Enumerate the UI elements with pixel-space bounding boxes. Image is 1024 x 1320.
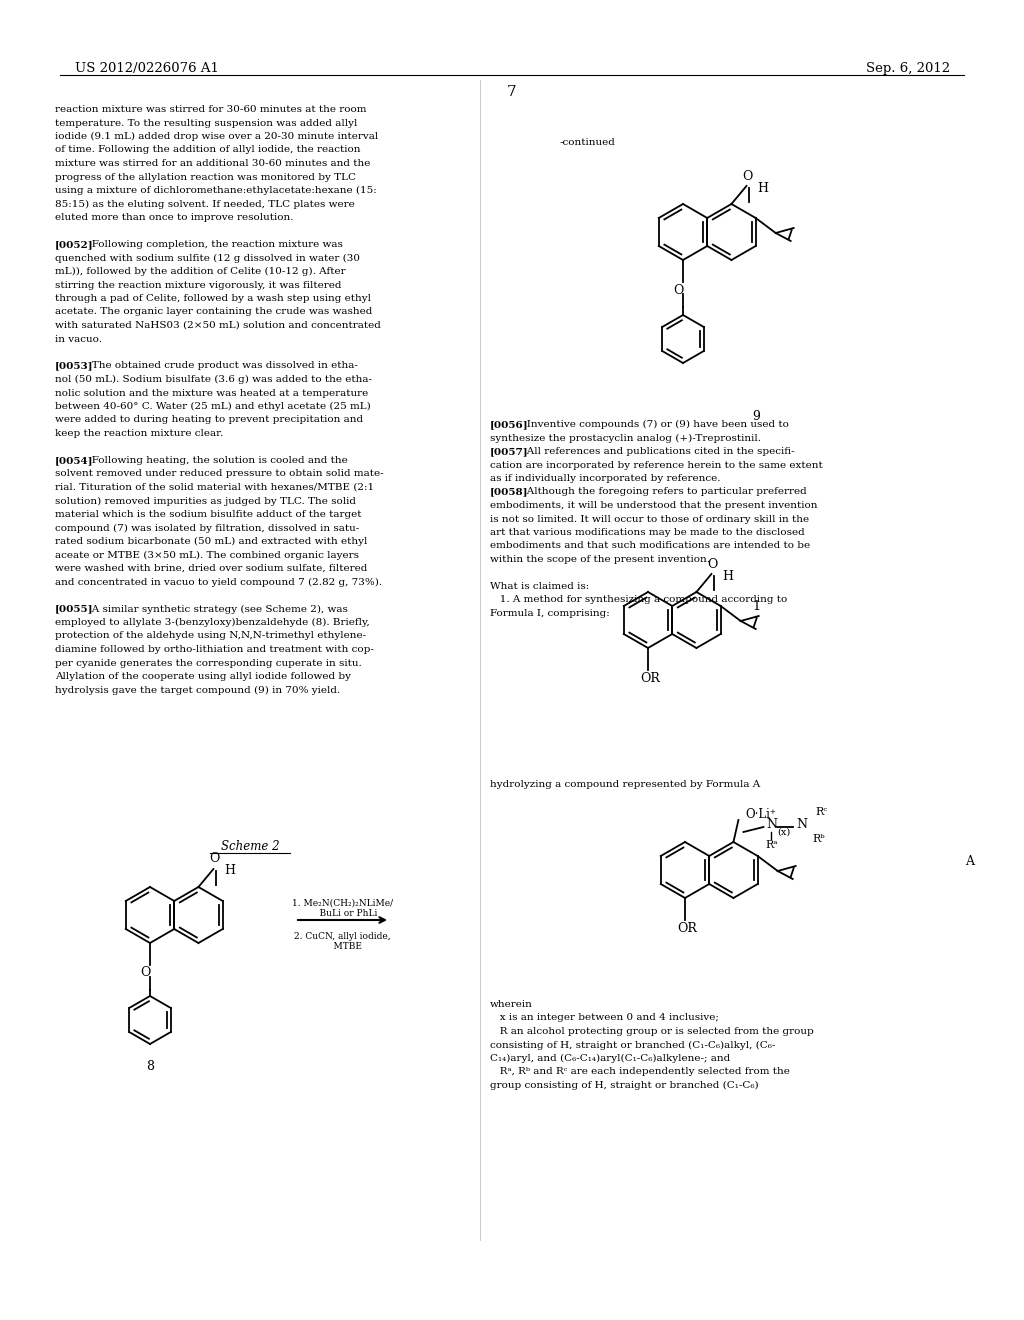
Text: Following completion, the reaction mixture was: Following completion, the reaction mixtu… (82, 240, 343, 249)
Text: were added to during heating to prevent precipitation and: were added to during heating to prevent … (55, 416, 364, 425)
Text: temperature. To the resulting suspension was added allyl: temperature. To the resulting suspension… (55, 119, 357, 128)
Text: Rᵇ: Rᵇ (812, 834, 824, 843)
Text: aceate or MTBE (3×50 mL). The combined organic layers: aceate or MTBE (3×50 mL). The combined o… (55, 550, 359, 560)
Text: as if individually incorporated by reference.: as if individually incorporated by refer… (490, 474, 721, 483)
Text: of time. Following the addition of allyl iodide, the reaction: of time. Following the addition of allyl… (55, 145, 360, 154)
Text: [0053]: [0053] (55, 362, 93, 371)
Text: employed to allylate 3-(benzyloxy)benzaldehyde (8). Briefly,: employed to allylate 3-(benzyloxy)benzal… (55, 618, 370, 627)
Text: 8: 8 (146, 1060, 154, 1073)
Text: wherein: wherein (490, 1001, 532, 1008)
Text: hydrolysis gave the target compound (9) in 70% yield.: hydrolysis gave the target compound (9) … (55, 685, 340, 694)
Text: OR: OR (677, 921, 697, 935)
Text: quenched with sodium sulfite (12 g dissolved in water (30: quenched with sodium sulfite (12 g disso… (55, 253, 360, 263)
Text: All references and publications cited in the speciﬁ-: All references and publications cited in… (517, 447, 795, 455)
Text: within the scope of the present invention.: within the scope of the present inventio… (490, 554, 710, 564)
Text: in vacuo.: in vacuo. (55, 334, 102, 343)
Text: is not so limited. It will occur to those of ordinary skill in the: is not so limited. It will occur to thos… (490, 515, 809, 524)
Text: H: H (722, 569, 733, 582)
Text: H: H (757, 181, 768, 194)
Text: C₁₄)aryl, and (C₆-C₁₄)aryl(C₁-C₆)alkylene-; and: C₁₄)aryl, and (C₆-C₁₄)aryl(C₁-C₆)alkylen… (490, 1053, 730, 1063)
Text: 2. CuCN, allyl iodide,: 2. CuCN, allyl iodide, (294, 932, 391, 941)
Text: consisting of H, straight or branched (C₁-C₆)alkyl, (C₆-: consisting of H, straight or branched (C… (490, 1040, 775, 1049)
Text: 1: 1 (753, 601, 761, 612)
Text: stirring the reaction mixture vigorously, it was filtered: stirring the reaction mixture vigorously… (55, 281, 341, 289)
Text: eluted more than once to improve resolution.: eluted more than once to improve resolut… (55, 213, 294, 222)
Text: solution) removed impurities as judged by TLC. The solid: solution) removed impurities as judged b… (55, 496, 356, 506)
Text: Inventive compounds (7) or (9) have been used to: Inventive compounds (7) or (9) have been… (517, 420, 788, 429)
Text: [0054]: [0054] (55, 455, 93, 465)
Text: 9: 9 (753, 411, 761, 422)
Text: The obtained crude product was dissolved in etha-: The obtained crude product was dissolved… (82, 362, 357, 371)
Text: O·Li⁺: O·Li⁺ (744, 808, 776, 821)
Text: O: O (209, 853, 219, 866)
Text: diamine followed by ortho-lithiation and treatment with cop-: diamine followed by ortho-lithiation and… (55, 645, 374, 653)
Text: protection of the aldehyde using N,N,N-trimethyl ethylene-: protection of the aldehyde using N,N,N-t… (55, 631, 367, 640)
Text: iodide (9.1 mL) added drop wise over a 20-30 minute interval: iodide (9.1 mL) added drop wise over a 2… (55, 132, 378, 141)
Text: x is an integer between 0 and 4 inclusive;: x is an integer between 0 and 4 inclusiv… (490, 1014, 719, 1023)
Text: -continued: -continued (560, 139, 615, 147)
Text: Rᶜ: Rᶜ (815, 807, 827, 817)
Text: nol (50 mL). Sodium bisulfate (3.6 g) was added to the etha-: nol (50 mL). Sodium bisulfate (3.6 g) wa… (55, 375, 372, 384)
Text: A similar synthetic strategy (see Scheme 2), was: A similar synthetic strategy (see Scheme… (82, 605, 348, 614)
Text: N: N (796, 817, 807, 830)
Text: Formula I, comprising:: Formula I, comprising: (490, 609, 609, 618)
Text: per cyanide generates the corresponding cuperate in situ.: per cyanide generates the corresponding … (55, 659, 361, 668)
Text: MTBE: MTBE (323, 942, 362, 950)
Text: through a pad of Celite, followed by a wash step using ethyl: through a pad of Celite, followed by a w… (55, 294, 371, 304)
Text: 85:15) as the eluting solvent. If needed, TLC plates were: 85:15) as the eluting solvent. If needed… (55, 199, 354, 209)
Text: 1. A method for synthesizing a compound according to: 1. A method for synthesizing a compound … (490, 595, 787, 605)
Text: H: H (224, 865, 234, 878)
Text: O: O (673, 284, 683, 297)
Text: Rᵃ: Rᵃ (765, 840, 778, 850)
Text: [0052]: [0052] (55, 240, 93, 249)
Text: 1. Me₂N(CH₂)₂NLiMe/: 1. Me₂N(CH₂)₂NLiMe/ (292, 899, 393, 908)
Text: reaction mixture was stirred for 30-60 minutes at the room: reaction mixture was stirred for 30-60 m… (55, 106, 367, 114)
Text: O: O (140, 966, 151, 979)
Text: material which is the sodium bisulfite adduct of the target: material which is the sodium bisulfite a… (55, 510, 361, 519)
Text: BuLi or PhLi: BuLi or PhLi (308, 909, 377, 917)
Text: A: A (966, 855, 975, 869)
Text: R an alcohol protecting group or is selected from the group: R an alcohol protecting group or is sele… (490, 1027, 814, 1036)
Text: between 40-60° C. Water (25 mL) and ethyl acetate (25 mL): between 40-60° C. Water (25 mL) and ethy… (55, 403, 371, 411)
Text: and concentrated in vacuo to yield compound 7 (2.82 g, 73%).: and concentrated in vacuo to yield compo… (55, 578, 382, 586)
Text: rial. Tituration of the solid material with hexanes/MTBE (2:1: rial. Tituration of the solid material w… (55, 483, 374, 492)
Text: Although the foregoing refers to particular preferred: Although the foregoing refers to particu… (517, 487, 807, 496)
Text: [0055]: [0055] (55, 605, 93, 614)
Text: keep the reaction mixture clear.: keep the reaction mixture clear. (55, 429, 223, 438)
Text: progress of the allylation reaction was monitored by TLC: progress of the allylation reaction was … (55, 173, 356, 181)
Text: Following heating, the solution is cooled and the: Following heating, the solution is coole… (82, 455, 348, 465)
Text: acetate. The organic layer containing the crude was washed: acetate. The organic layer containing th… (55, 308, 373, 317)
Text: [0058]: [0058] (490, 487, 528, 496)
Text: group consisting of H, straight or branched (C₁-C₆): group consisting of H, straight or branc… (490, 1081, 759, 1090)
Text: with saturated NaHS03 (2×50 mL) solution and concentrated: with saturated NaHS03 (2×50 mL) solution… (55, 321, 381, 330)
Text: synthesize the prostacyclin analog (+)-Treprostinil.: synthesize the prostacyclin analog (+)-T… (490, 433, 761, 442)
Text: O: O (742, 169, 753, 182)
Text: Allylation of the cooperate using allyl iodide followed by: Allylation of the cooperate using allyl … (55, 672, 351, 681)
Text: 7: 7 (507, 84, 517, 99)
Text: nolic solution and the mixture was heated at a temperature: nolic solution and the mixture was heate… (55, 388, 369, 397)
Text: mL)), followed by the addition of Celite (10-12 g). After: mL)), followed by the addition of Celite… (55, 267, 346, 276)
Text: N: N (766, 817, 777, 830)
Text: compound (7) was isolated by filtration, dissolved in satu-: compound (7) was isolated by filtration,… (55, 524, 359, 533)
Text: hydrolyzing a compound represented by Formula A: hydrolyzing a compound represented by Fo… (490, 780, 760, 789)
Text: (x): (x) (777, 828, 791, 837)
Text: using a mixture of dichloromethane:ethylacetate:hexane (15:: using a mixture of dichloromethane:ethyl… (55, 186, 377, 195)
Text: were washed with brine, dried over sodium sulfate, filtered: were washed with brine, dried over sodiu… (55, 564, 368, 573)
Text: [0056]: [0056] (490, 420, 528, 429)
Text: embodiments and that such modifications are intended to be: embodiments and that such modifications … (490, 541, 810, 550)
Text: [0057]: [0057] (490, 447, 528, 455)
Text: OR: OR (640, 672, 659, 685)
Text: embodiments, it will be understood that the present invention: embodiments, it will be understood that … (490, 502, 817, 510)
Text: art that various modifications may be made to the disclosed: art that various modifications may be ma… (490, 528, 805, 537)
Text: Sep. 6, 2012: Sep. 6, 2012 (866, 62, 950, 75)
Text: Scheme 2: Scheme 2 (221, 840, 280, 853)
Text: cation are incorporated by reference herein to the same extent: cation are incorporated by reference her… (490, 461, 822, 470)
Text: O: O (708, 557, 718, 570)
Text: mixture was stirred for an additional 30-60 minutes and the: mixture was stirred for an additional 30… (55, 158, 371, 168)
Text: Rᵃ, Rᵇ and Rᶜ are each independently selected from the: Rᵃ, Rᵇ and Rᶜ are each independently sel… (490, 1068, 790, 1077)
Text: rated sodium bicarbonate (50 mL) and extracted with ethyl: rated sodium bicarbonate (50 mL) and ext… (55, 537, 368, 546)
Text: US 2012/0226076 A1: US 2012/0226076 A1 (75, 62, 219, 75)
Text: solvent removed under reduced pressure to obtain solid mate-: solvent removed under reduced pressure t… (55, 470, 384, 479)
Text: What is claimed is:: What is claimed is: (490, 582, 589, 591)
